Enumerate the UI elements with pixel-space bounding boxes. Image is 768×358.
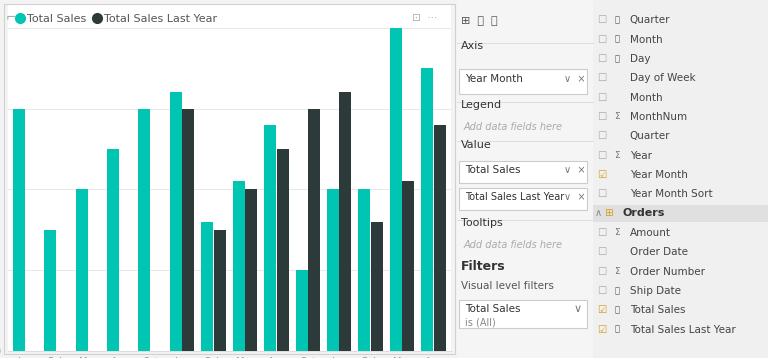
Bar [422,68,433,351]
Text: Total Sales Last Year: Total Sales Last Year [465,192,564,202]
Text: Day: Day [630,54,650,64]
Text: Quarter: Quarter [630,131,670,141]
Text: ∨: ∨ [574,304,582,314]
Bar [245,189,257,351]
Text: Ship Date: Ship Date [630,286,680,296]
Text: Σ: Σ [614,112,620,121]
Bar [182,108,194,351]
Bar [214,230,226,351]
Bar [339,92,352,351]
Bar [264,125,276,351]
Bar [327,189,339,351]
Text: Σ: Σ [614,151,620,160]
Bar [296,270,307,351]
Legend: Total Sales, Total Sales Last Year: Total Sales, Total Sales Last Year [13,9,221,28]
Text: Month: Month [630,93,662,103]
Text: ☐: ☐ [597,93,606,103]
Text: Year: Year [630,151,652,161]
Text: Value: Value [461,140,492,150]
Text: is (All): is (All) [465,318,495,328]
Text: ∧: ∧ [595,208,602,218]
Text: ⊞  🖉  🔍: ⊞ 🖉 🔍 [461,16,498,26]
Text: ☐: ☐ [597,112,606,122]
Text: ∨  ×: ∨ × [564,74,585,84]
Bar [13,108,25,351]
Bar [402,181,414,351]
Text: ☐: ☐ [597,247,606,257]
Text: Add data fields here: Add data fields here [463,122,562,132]
Text: ⊡  ···: ⊡ ··· [412,13,438,23]
Text: ☐: ☐ [597,54,606,64]
Text: Year Month Sort: Year Month Sort [630,189,713,199]
Bar [138,108,151,351]
Text: Visual level filters: Visual level filters [461,281,554,291]
Text: Month: Month [630,35,662,45]
Text: 📅: 📅 [614,15,620,24]
Text: Filters: Filters [461,260,505,272]
Text: Orders: Orders [622,208,664,218]
Text: Total Sales: Total Sales [465,304,520,314]
Text: Legend: Legend [461,100,502,110]
Text: Day of Week: Day of Week [630,73,695,83]
Bar [201,222,214,351]
Text: Total Sales: Total Sales [465,165,520,175]
Bar [308,108,320,351]
Text: Add data fields here: Add data fields here [463,240,562,250]
Text: Order Date: Order Date [630,247,688,257]
Text: ☐: ☐ [597,15,606,25]
Text: ☐: ☐ [597,286,606,296]
Text: Total Sales Last Year: Total Sales Last Year [630,325,736,335]
Text: Axis: Axis [461,41,484,51]
Text: ☑: ☑ [597,170,606,180]
Text: ☐: ☐ [597,151,606,161]
Text: Year Month: Year Month [465,74,522,84]
Text: ☐: ☐ [597,131,606,141]
Text: 🖩: 🖩 [614,325,620,334]
Bar [371,222,383,351]
Bar [359,189,370,351]
Text: Total Sales: Total Sales [630,305,685,315]
Text: ⌐: ⌐ [6,11,17,24]
Bar [45,230,56,351]
Text: ☐: ☐ [597,73,606,83]
Text: ☐: ☐ [597,189,606,199]
Bar [107,149,119,351]
Text: ☐: ☐ [597,228,606,238]
Text: Σ: Σ [614,267,620,276]
Text: MonthNum: MonthNum [630,112,687,122]
Bar [390,28,402,351]
Bar [434,125,445,351]
Text: ∨  ×: ∨ × [564,192,585,202]
Text: Quarter: Quarter [630,15,670,25]
Bar [233,181,245,351]
Text: Amount: Amount [630,228,670,238]
Bar [276,149,289,351]
Text: Year Month: Year Month [630,170,687,180]
Text: Σ: Σ [614,228,620,237]
Text: ☑: ☑ [597,305,606,315]
Text: Order Number: Order Number [630,267,705,277]
Text: 🖩: 🖩 [614,305,620,314]
Text: ☑: ☑ [597,325,606,335]
Text: ∨  ×: ∨ × [564,165,585,175]
Text: ⊞: ⊞ [604,208,613,218]
Bar [170,92,182,351]
Text: 📅: 📅 [614,35,620,44]
Text: 📅: 📅 [614,54,620,63]
Text: 📅: 📅 [614,286,620,295]
Bar [75,189,88,351]
Text: ☐: ☐ [597,35,606,45]
Text: ☐: ☐ [597,267,606,277]
Text: Tooltips: Tooltips [461,218,502,228]
